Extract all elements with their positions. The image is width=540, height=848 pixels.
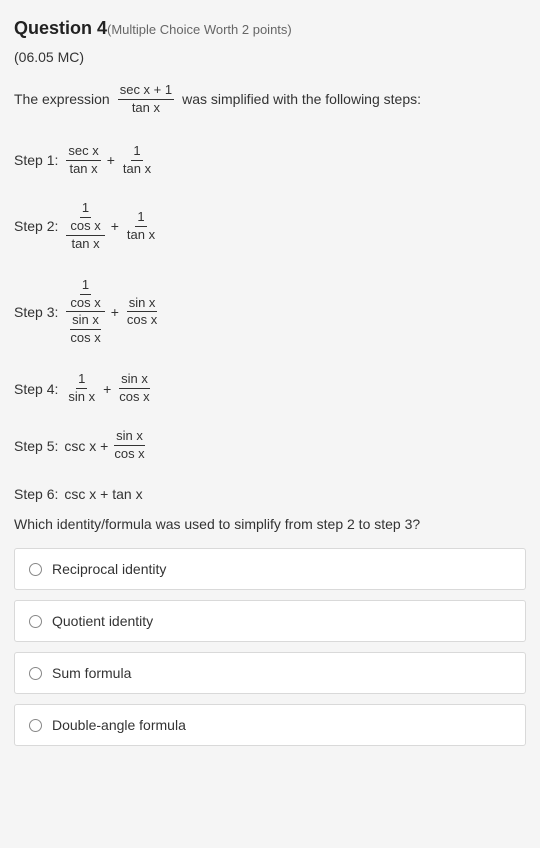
question-number: Question 4 bbox=[14, 18, 107, 38]
plus-icon: + bbox=[111, 218, 119, 234]
step-4-b-num: sin x bbox=[119, 372, 150, 389]
step-3-a-bot-num: sin x bbox=[70, 313, 101, 330]
question-code: (06.05 MC) bbox=[14, 49, 526, 65]
choice-a-label: Reciprocal identity bbox=[52, 561, 166, 577]
step-5-b-den: cos x bbox=[112, 446, 146, 462]
step-5-left: csc x + bbox=[64, 438, 108, 454]
choice-d[interactable]: Double-angle formula bbox=[14, 704, 526, 746]
intro-frac-den: tan x bbox=[130, 100, 162, 116]
step-2-a-top-num: 1 bbox=[80, 201, 91, 218]
question-prompt: Which identity/formula was used to simpl… bbox=[14, 516, 526, 532]
step-2-math: 1 cos x tan x + 1 tan x bbox=[64, 201, 159, 252]
step-3-frac-b: sin x cos x bbox=[125, 296, 159, 329]
plus-icon: + bbox=[103, 381, 111, 397]
plus-icon: + bbox=[111, 304, 119, 320]
step-5: Step 5: csc x + sin x cos x bbox=[14, 429, 526, 462]
step-2-label: Step 2: bbox=[14, 218, 58, 234]
question-header: Question 4(Multiple Choice Worth 2 point… bbox=[14, 18, 526, 39]
step-2-b-num: 1 bbox=[135, 210, 146, 227]
step-1-b-num: 1 bbox=[131, 144, 142, 161]
intro-fraction: sec x + 1 tan x bbox=[118, 83, 174, 116]
step-2-frac-b: 1 tan x bbox=[125, 210, 157, 243]
step-2-a-top-den: cos x bbox=[68, 218, 102, 234]
step-4: Step 4: 1 sin x + sin x cos x bbox=[14, 372, 526, 405]
step-3-label: Step 3: bbox=[14, 304, 58, 320]
step-3-b-num: sin x bbox=[127, 296, 158, 313]
step-6: Step 6: csc x + tan x bbox=[14, 486, 526, 502]
step-3-frac-a: 1 cos x sin x cos x bbox=[66, 278, 104, 347]
step-3-a-denwrap: sin x cos x bbox=[66, 312, 104, 346]
step-3-b-den: cos x bbox=[125, 312, 159, 328]
step-4-label: Step 4: bbox=[14, 381, 58, 397]
step-1-math: sec x tan x + 1 tan x bbox=[64, 144, 155, 177]
step-5-b-num: sin x bbox=[114, 429, 145, 446]
expression-intro: The expression sec x + 1 tan x was simpl… bbox=[14, 83, 526, 116]
step-5-math: csc x + sin x cos x bbox=[64, 429, 148, 462]
step-5-label: Step 5: bbox=[14, 438, 58, 454]
intro-frac-num: sec x + 1 bbox=[118, 83, 174, 100]
step-1: Step 1: sec x tan x + 1 tan x bbox=[14, 144, 526, 177]
step-3-a-numwrap: 1 cos x bbox=[66, 278, 104, 313]
step-6-expr: csc x + tan x bbox=[64, 486, 142, 502]
choice-b-label: Quotient identity bbox=[52, 613, 153, 629]
plus-icon: + bbox=[107, 152, 115, 168]
step-3-a-top-num: 1 bbox=[80, 278, 91, 295]
step-6-label: Step 6: bbox=[14, 486, 58, 502]
step-2-frac-a: 1 cos x tan x bbox=[66, 201, 104, 252]
step-2: Step 2: 1 cos x tan x + 1 tan x bbox=[14, 201, 526, 252]
step-1-a-num: sec x bbox=[66, 144, 100, 161]
choice-b[interactable]: Quotient identity bbox=[14, 600, 526, 642]
choice-a[interactable]: Reciprocal identity bbox=[14, 548, 526, 590]
radio-icon bbox=[29, 615, 42, 628]
step-3-a-top-den: cos x bbox=[68, 295, 102, 311]
step-1-frac-b: 1 tan x bbox=[121, 144, 153, 177]
step-1-a-den: tan x bbox=[67, 161, 99, 177]
step-4-a-den: sin x bbox=[66, 389, 97, 405]
radio-icon bbox=[29, 719, 42, 732]
step-1-label: Step 1: bbox=[14, 152, 58, 168]
question-type-info: (Multiple Choice Worth 2 points) bbox=[107, 22, 292, 37]
step-4-a-num: 1 bbox=[76, 372, 87, 389]
step-4-frac-a: 1 sin x bbox=[66, 372, 97, 405]
step-5-frac-b: sin x cos x bbox=[112, 429, 146, 462]
step-3-a-bot-den: cos x bbox=[68, 330, 102, 346]
step-2-b-den: tan x bbox=[125, 227, 157, 243]
step-3-math: 1 cos x sin x cos x + sin x cos x bbox=[64, 278, 161, 347]
step-1-frac-a: sec x tan x bbox=[66, 144, 100, 177]
intro-prefix: The expression bbox=[14, 91, 110, 107]
step-2-a-innerfrac: 1 cos x bbox=[68, 201, 102, 234]
choice-d-label: Double-angle formula bbox=[52, 717, 186, 733]
step-2-a-numwrap: 1 cos x bbox=[66, 201, 104, 236]
intro-suffix: was simplified with the following steps: bbox=[182, 91, 421, 107]
step-4-math: 1 sin x + sin x cos x bbox=[64, 372, 153, 405]
step-4-frac-b: sin x cos x bbox=[117, 372, 151, 405]
radio-icon bbox=[29, 563, 42, 576]
step-3-a-bot-innerfrac: sin x cos x bbox=[68, 313, 102, 346]
step-2-a-den: tan x bbox=[69, 236, 101, 252]
choice-c[interactable]: Sum formula bbox=[14, 652, 526, 694]
step-4-b-den: cos x bbox=[117, 389, 151, 405]
step-1-b-den: tan x bbox=[121, 161, 153, 177]
step-3-a-top-innerfrac: 1 cos x bbox=[68, 278, 102, 311]
steps-block: Step 1: sec x tan x + 1 tan x Step 2: 1 … bbox=[14, 144, 526, 502]
step-3: Step 3: 1 cos x sin x cos x + si bbox=[14, 278, 526, 347]
choice-c-label: Sum formula bbox=[52, 665, 131, 681]
radio-icon bbox=[29, 667, 42, 680]
